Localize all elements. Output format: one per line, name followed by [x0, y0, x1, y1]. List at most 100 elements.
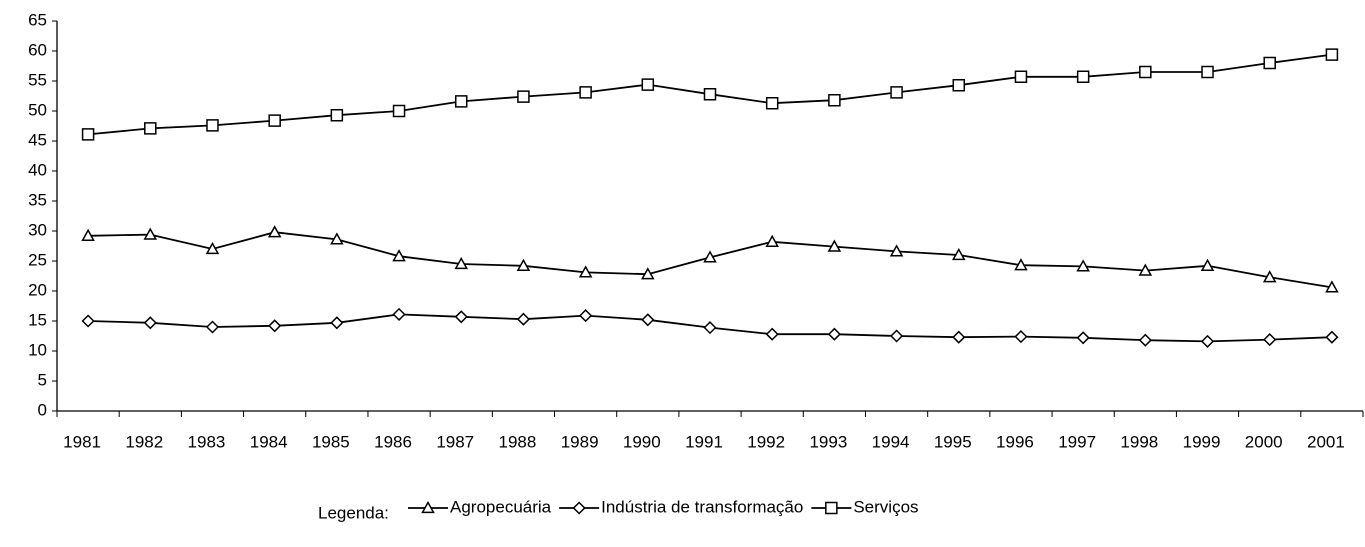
y-tick-label: 35 [28, 190, 47, 209]
y-tick-label: 15 [28, 310, 47, 329]
data-point [205, 241, 220, 255]
data-point [1201, 65, 1214, 79]
data-point [827, 327, 841, 341]
data-point [143, 316, 157, 330]
x-tick-label: 1992 [747, 432, 785, 451]
data-point [641, 267, 655, 280]
y-tick-label: 60 [28, 40, 47, 59]
x-tick-label: 2001 [1307, 432, 1345, 451]
x-tick-label: 1981 [63, 432, 101, 451]
x-tick-label: 1984 [250, 432, 288, 451]
data-point [1139, 65, 1152, 79]
data-point [827, 239, 842, 252]
x-tick-label: 1986 [374, 432, 412, 451]
data-point [1263, 333, 1277, 347]
data-point [1325, 280, 1339, 293]
data-point [890, 86, 903, 99]
data-point [81, 228, 95, 241]
data-point [889, 244, 904, 257]
data-point [206, 119, 219, 132]
data-point [765, 96, 779, 110]
data-point [330, 316, 344, 330]
y-tick-label: 55 [28, 70, 47, 89]
data-point [517, 90, 530, 103]
y-tick-label: 5 [38, 370, 47, 389]
data-point [81, 128, 95, 141]
data-point [454, 95, 468, 108]
x-tick-label: 1997 [1058, 432, 1096, 451]
x-tick-label: 1994 [872, 432, 910, 451]
y-tick-label: 25 [28, 250, 47, 269]
data-point [1138, 263, 1153, 276]
data-point [1262, 270, 1277, 283]
x-tick-label: 1990 [623, 432, 661, 451]
x-tick-label: 1991 [685, 432, 723, 451]
x-tick-label: 1993 [809, 432, 847, 451]
legend-marker [825, 501, 838, 515]
legend-marker [572, 501, 586, 515]
data-point [1263, 56, 1276, 70]
data-point [578, 265, 593, 278]
data-point [1200, 258, 1215, 271]
data-point [1014, 70, 1028, 84]
x-tick-label: 1987 [436, 432, 474, 451]
x-tick-label: 1995 [934, 432, 972, 451]
data-point [952, 78, 966, 92]
data-point [392, 104, 406, 118]
data-point [951, 247, 966, 261]
y-tick-label: 50 [28, 100, 47, 119]
data-point [268, 114, 281, 127]
y-tick-label: 45 [28, 130, 47, 149]
data-point [516, 258, 531, 271]
x-tick-label: 1999 [1183, 432, 1221, 451]
data-point [765, 234, 779, 247]
data-point [454, 256, 469, 270]
x-tick-label: 1983 [188, 432, 226, 451]
data-point [330, 232, 344, 245]
x-tick-label: 1985 [312, 432, 350, 451]
data-point [703, 250, 717, 263]
data-point [1076, 331, 1090, 345]
data-point [330, 108, 344, 122]
data-point [1076, 70, 1090, 84]
x-tick-label: 1988 [499, 432, 537, 451]
data-point [828, 93, 841, 107]
x-tick-label: 1996 [996, 432, 1034, 451]
data-point [205, 320, 220, 334]
y-tick-label: 10 [28, 340, 47, 359]
data-point [890, 329, 904, 343]
y-tick-label: 40 [28, 160, 47, 179]
data-point [641, 78, 655, 91]
legend-marker [421, 500, 435, 514]
data-point [143, 227, 158, 240]
data-point [1014, 330, 1028, 344]
data-point [765, 327, 779, 341]
data-point [268, 319, 282, 333]
data-point [1325, 48, 1339, 61]
data-point [1325, 330, 1339, 344]
data-point [579, 309, 593, 323]
x-tick-label: 1998 [1120, 432, 1158, 451]
data-point [516, 312, 530, 326]
y-tick-label: 20 [28, 280, 47, 299]
data-point [703, 87, 717, 101]
data-point [392, 249, 406, 262]
legend-title: Legenda: [318, 503, 389, 522]
y-tick-label: 30 [28, 220, 47, 239]
data-point [641, 313, 655, 327]
data-point [1138, 333, 1152, 347]
data-point [392, 307, 406, 321]
legend-label: Indústria de transformação [601, 497, 803, 516]
legend-label: Agropecuária [450, 497, 552, 516]
data-point [1014, 258, 1028, 271]
legend-label: Serviços [853, 497, 918, 516]
x-tick-label: 2000 [1245, 432, 1283, 451]
data-point [267, 225, 282, 238]
y-tick-label: 65 [28, 10, 47, 29]
y-tick-label: 0 [38, 400, 47, 419]
x-tick-label: 1982 [125, 432, 163, 451]
x-tick-label: 1989 [561, 432, 599, 451]
data-point [144, 122, 157, 135]
data-point [1076, 259, 1090, 272]
